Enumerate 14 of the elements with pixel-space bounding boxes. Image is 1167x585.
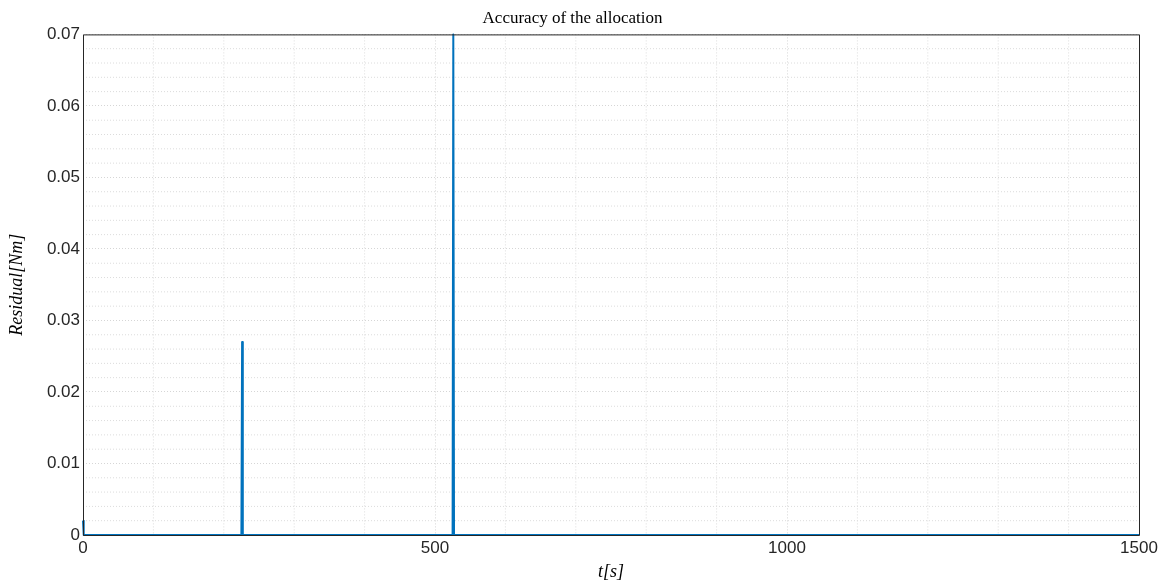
y-axis-title: Residual[Nm] bbox=[5, 233, 26, 337]
x-tick-label: 1000 bbox=[768, 537, 806, 557]
y-tick-label: 0.01 bbox=[46, 453, 80, 473]
y-tick-label: 0.05 bbox=[46, 167, 80, 187]
x-tick-label: 500 bbox=[420, 537, 450, 557]
y-tick-label: 0.07 bbox=[46, 24, 80, 44]
y-tick-label: 0 bbox=[70, 524, 80, 544]
x-tick-label: 1500 bbox=[1120, 537, 1158, 557]
chart-title: Accuracy of the allocation bbox=[482, 7, 663, 27]
x-axis-title: t[s] bbox=[597, 560, 625, 581]
y-tick-label: 0.04 bbox=[46, 238, 80, 258]
y-tick-label: 0.03 bbox=[46, 310, 80, 330]
y-tick-label: 0.06 bbox=[46, 95, 80, 115]
y-tick-label: 0.02 bbox=[46, 381, 80, 401]
